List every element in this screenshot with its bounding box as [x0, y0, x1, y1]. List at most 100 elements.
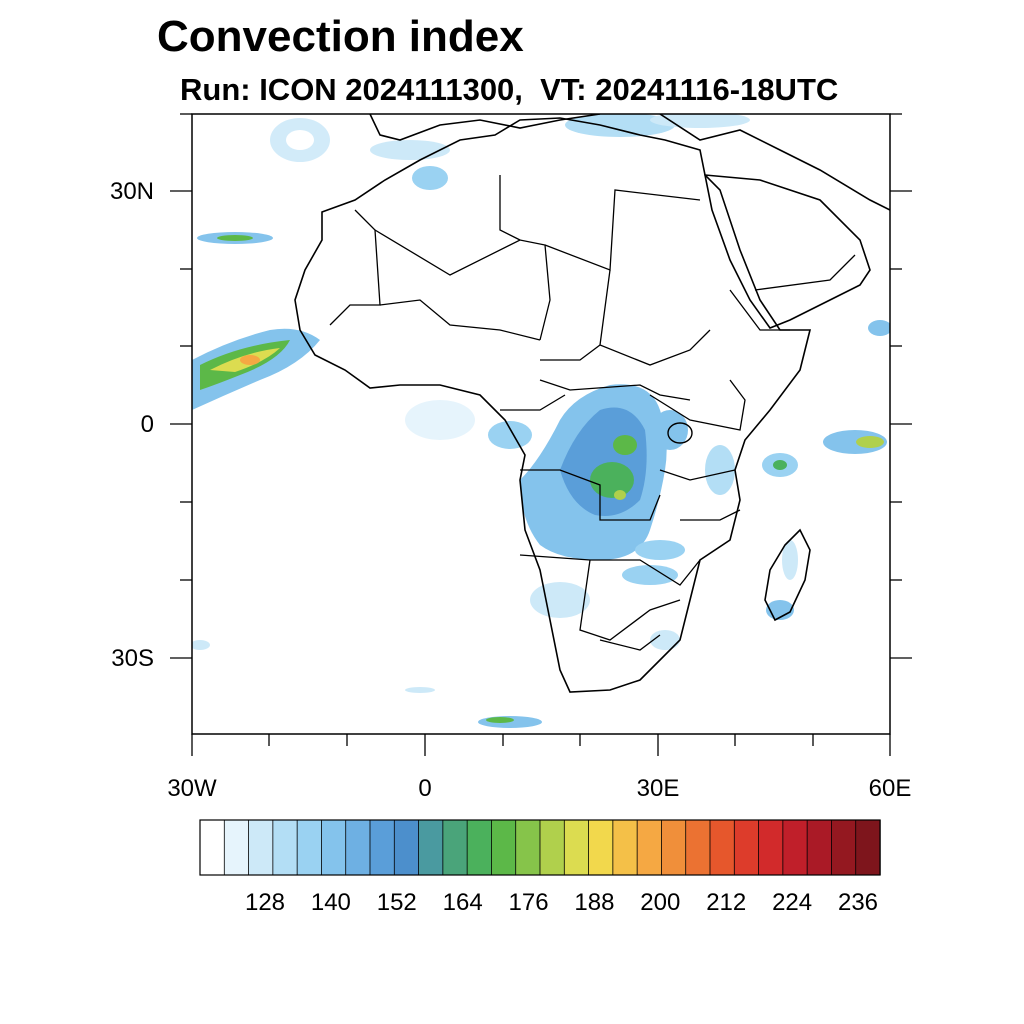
- border-line: [379, 299, 541, 341]
- colorbar-swatch: [345, 819, 371, 876]
- colorbar-swatch: [612, 819, 638, 876]
- colorbar-swatch: [393, 819, 420, 876]
- convection-cell: [488, 421, 532, 449]
- colorbar-swatch: [733, 819, 760, 876]
- colorbar-swatch: [636, 819, 663, 876]
- madagascar-coastline: [764, 528, 811, 622]
- europe-coastline: [369, 114, 601, 141]
- lat-label-30n: 30N: [109, 178, 154, 205]
- convection-cell: [217, 235, 253, 241]
- colorbar-swatch: [758, 819, 784, 876]
- colorbar-swatch: [442, 819, 468, 876]
- convection-cell: [192, 640, 210, 650]
- lon-label-0: 0: [418, 775, 432, 802]
- colorbar-tick-label: 236: [837, 889, 879, 916]
- middle-east-coastline: [659, 114, 890, 211]
- colorbar-tick-label: 176: [508, 889, 549, 916]
- colorbar-swatch: [709, 819, 735, 876]
- border-line: [500, 394, 566, 411]
- colorbar-swatch: [223, 819, 250, 876]
- colorbar-tick-label: 188: [574, 889, 615, 916]
- colorbar-swatch: [272, 819, 298, 876]
- border-line: [579, 559, 681, 641]
- colorbar-tick-label: 224: [772, 889, 813, 916]
- colorbar-swatch: [466, 819, 493, 876]
- border-line: [520, 469, 661, 521]
- lon-label-30e: 30E: [636, 775, 680, 802]
- convection-cell: [613, 435, 637, 455]
- convection-cell: [565, 114, 675, 137]
- colorbar-outline: [199, 819, 881, 876]
- lat-ticks: [170, 113, 912, 659]
- colorbar-tick-label: 164: [442, 889, 483, 916]
- border-line: [499, 175, 521, 241]
- colorbar-swatch: [563, 819, 590, 876]
- colorbar-swatch: [685, 819, 711, 876]
- colorbar-swatch: [491, 819, 517, 876]
- colorbar-tick-label: 128: [244, 889, 286, 916]
- colorbar-tick-label: 140: [310, 889, 351, 916]
- map-frame-bg: [192, 114, 890, 734]
- lon-label-60e: 60E: [868, 775, 912, 802]
- border-line: [539, 379, 691, 401]
- colorbar-swatch: [661, 819, 687, 876]
- convection-cell: [405, 400, 475, 440]
- border-line: [659, 469, 736, 481]
- colorbar-swatch: [539, 819, 565, 876]
- lake-victoria: [667, 422, 693, 444]
- border-line: [754, 254, 856, 291]
- border-line: [374, 229, 551, 341]
- convection-cell: [486, 717, 514, 723]
- convection-cell: [240, 355, 260, 365]
- colorbar-swatch: [806, 819, 833, 876]
- colorbar-swatch: [418, 819, 444, 876]
- convection-cell: [622, 565, 678, 585]
- lon-ticks: [191, 734, 891, 756]
- convection-cell: [773, 460, 787, 470]
- colorbar-swatch: [515, 819, 541, 876]
- map-title: Convection index: [157, 12, 524, 61]
- convection-cell: [652, 410, 688, 450]
- convection-cell: [370, 140, 450, 160]
- convection-cell: [286, 130, 314, 150]
- colorbar-swatch: [782, 819, 808, 876]
- border-line: [544, 189, 701, 271]
- colorbar-swatch: [369, 819, 395, 876]
- colorbar-tick-label: 200: [640, 889, 681, 916]
- convection-cell: [705, 445, 735, 495]
- colorbar-tick-label: 212: [706, 889, 747, 916]
- border-line: [519, 554, 701, 586]
- colorbar-swatch: [855, 819, 881, 876]
- arabia-coastline: [704, 174, 871, 329]
- colorbar-swatch: [296, 819, 323, 876]
- convection-cell: [635, 540, 685, 560]
- convection-cell: [782, 540, 798, 580]
- convection-cell: [823, 430, 887, 454]
- convection-cell: [590, 462, 634, 498]
- colorbar-swatch: [199, 819, 225, 876]
- convection-cell: [530, 582, 590, 618]
- colorbar: [199, 819, 881, 876]
- convection-cell: [614, 490, 626, 500]
- convection-cell: [192, 328, 320, 410]
- colorbar-swatch: [248, 819, 274, 876]
- colorbar-swatch: [588, 819, 614, 876]
- convection-cell: [412, 166, 448, 190]
- convection-cell: [856, 436, 884, 448]
- colorbar-tick-label: 152: [376, 889, 417, 916]
- lat-label-30s: 30S: [111, 645, 154, 672]
- country-borders: [329, 175, 856, 651]
- convection-cell: [405, 687, 435, 693]
- border-line: [680, 509, 741, 521]
- convection-cell: [650, 630, 680, 650]
- lat-label-0: 0: [140, 411, 154, 438]
- lon-label-30w: 30W: [167, 775, 217, 802]
- border-line: [729, 289, 790, 331]
- border-line: [649, 379, 746, 431]
- colorbar-swatch: [321, 819, 347, 876]
- convection-field: [192, 114, 890, 728]
- convection-cell: [868, 320, 890, 336]
- border-line: [540, 344, 601, 361]
- map-subtitle: Run: ICON 2024111300, VT: 20241116-18UTC: [180, 72, 839, 107]
